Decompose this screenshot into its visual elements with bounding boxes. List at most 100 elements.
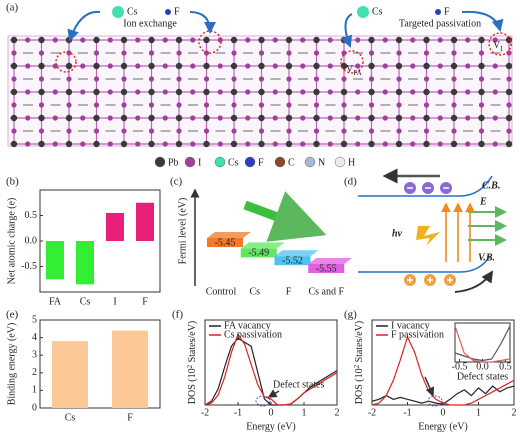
i-atom xyxy=(203,102,210,108)
legend-swatch xyxy=(304,156,316,168)
pb-atom xyxy=(505,114,513,122)
x-tick-label: 2 xyxy=(512,407,517,418)
pb-atom xyxy=(10,140,18,148)
i-atom xyxy=(190,63,196,69)
legend-swatch xyxy=(244,156,256,168)
i-atom xyxy=(25,141,31,147)
y-axis-label: Fermi level (eV) xyxy=(177,198,188,265)
i-atom xyxy=(478,128,485,134)
panel-label: (d) xyxy=(344,176,357,188)
i-atom xyxy=(300,115,306,121)
pb-atom xyxy=(313,140,320,148)
annotation-arrow xyxy=(267,389,280,398)
plus xyxy=(407,277,413,283)
ion-label: F xyxy=(174,6,180,17)
i-atom xyxy=(176,76,182,82)
i-atom xyxy=(217,37,223,43)
x-tick-label: 0 xyxy=(269,407,274,418)
i-atom xyxy=(80,141,86,147)
i-atom xyxy=(121,76,127,82)
pb-atom xyxy=(478,62,485,70)
i-atom xyxy=(107,37,113,43)
arrow xyxy=(461,10,504,32)
pb-atom xyxy=(65,88,73,96)
i-atom xyxy=(258,76,265,82)
y-tick-label: 5 xyxy=(32,314,37,325)
vacancy-ring xyxy=(198,30,222,54)
pb-atom xyxy=(395,140,403,148)
f-ion xyxy=(435,9,441,15)
i-atom xyxy=(217,115,223,121)
i-atom xyxy=(506,76,512,82)
dos-line xyxy=(204,332,338,406)
y-tick-label: 4 xyxy=(32,332,37,343)
level-top xyxy=(240,242,285,249)
pb-atom xyxy=(285,62,293,70)
y-tick-label: 0.5 xyxy=(25,210,38,221)
i-atom xyxy=(52,141,58,147)
vacancy-sub: FA xyxy=(353,69,361,77)
cs-ion xyxy=(112,6,124,18)
i-atom xyxy=(492,37,498,43)
pb-atom xyxy=(148,62,155,70)
pb-atom xyxy=(313,114,320,122)
pb-atom xyxy=(368,88,375,96)
y-axis-label: DOS (102 States/eV) xyxy=(186,321,199,405)
x-tick-label: 1 xyxy=(476,407,481,418)
pb-atom xyxy=(395,88,403,96)
i-atom xyxy=(451,50,457,56)
pb-atom xyxy=(38,140,45,148)
level-front xyxy=(240,248,277,258)
i-atom xyxy=(25,63,31,69)
x-axis-label: Energy (eV) xyxy=(418,421,468,432)
i-atom xyxy=(286,50,292,56)
i-atom xyxy=(437,37,443,43)
i-atom xyxy=(506,102,512,108)
arrow xyxy=(67,10,101,42)
i-atom xyxy=(300,63,306,69)
dos-line xyxy=(454,325,511,362)
i-atom xyxy=(396,128,402,134)
pb-atom xyxy=(65,114,73,122)
i-atom xyxy=(478,76,485,82)
i-atom xyxy=(423,50,430,56)
i-atom xyxy=(286,102,292,108)
i-atom xyxy=(107,141,113,147)
i-atom xyxy=(11,76,17,82)
pb-atom xyxy=(10,114,18,122)
i-atom xyxy=(93,128,100,134)
i-atom xyxy=(80,89,86,95)
i-atom xyxy=(355,63,361,69)
x-tick-label: 0.5 xyxy=(499,361,512,372)
level-front xyxy=(274,256,311,266)
i-atom xyxy=(203,76,210,82)
i-atom xyxy=(478,102,485,108)
pb-atom xyxy=(203,140,210,148)
vacancy-main: V xyxy=(493,40,501,51)
pb-atom xyxy=(175,36,183,44)
pb-atom xyxy=(120,114,128,122)
dos-line xyxy=(454,325,511,363)
i-atom xyxy=(66,76,72,82)
ion-label: Cs xyxy=(372,6,383,17)
y-tick-label: 0 xyxy=(32,402,37,413)
bar xyxy=(76,241,94,285)
pb-atom xyxy=(450,140,458,148)
pb-atom xyxy=(423,114,430,122)
i-atom xyxy=(465,115,471,121)
i-atom xyxy=(135,63,141,69)
pb-atom xyxy=(368,36,375,44)
pb-atom xyxy=(450,88,458,96)
defect-ring xyxy=(427,395,443,407)
legend-swatch xyxy=(184,156,196,168)
pb-atom xyxy=(65,62,73,70)
pb-atom xyxy=(230,114,238,122)
pb-atom xyxy=(505,62,513,70)
i-atom xyxy=(423,76,430,82)
y-axis-label-part: 2 xyxy=(186,364,194,368)
i-atom xyxy=(327,89,333,95)
x-tick-label: F xyxy=(127,412,133,423)
i-atom xyxy=(66,102,72,108)
i-atom xyxy=(217,63,223,69)
i-atom xyxy=(341,76,347,82)
